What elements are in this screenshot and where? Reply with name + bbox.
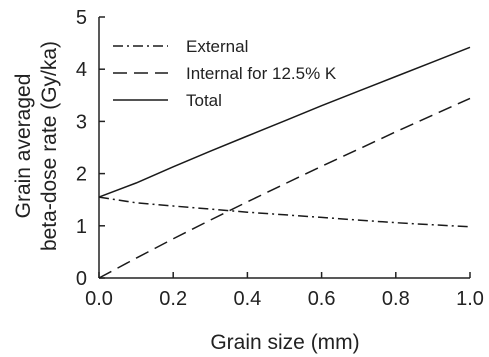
y-tick-label: 5	[76, 7, 87, 29]
legend-label: Total	[186, 91, 222, 110]
x-tick-label: 0.2	[159, 288, 187, 310]
y-axis-label-line-1: Grain averaged	[12, 74, 35, 219]
legend: External Internal for 12.5% K Total	[113, 37, 337, 110]
y-ticks: 0 1 2 3 4 5	[76, 7, 105, 290]
x-tick-label: 0.0	[85, 288, 113, 310]
y-axis-label-line-2: beta-dose rate (Gy/ka)	[38, 41, 61, 251]
x-tick-label: 0.6	[308, 288, 336, 310]
x-axis-label: Grain size (mm)	[210, 331, 359, 354]
x-ticks: 0.0 0.2 0.4 0.6 0.8 1.0	[85, 272, 484, 310]
x-tick-label: 0.8	[382, 288, 410, 310]
y-tick-label: 4	[76, 59, 87, 81]
y-tick-label: 2	[76, 164, 87, 186]
series-line-total	[98, 46, 471, 198]
series-line-external	[98, 196, 471, 228]
x-tick-label: 1.0	[456, 288, 484, 310]
y-tick-label: 1	[76, 216, 87, 238]
y-tick-label: 0	[76, 268, 87, 290]
y-tick-label: 3	[76, 111, 87, 133]
legend-label: External	[186, 37, 248, 56]
x-tick-label: 0.4	[233, 288, 261, 310]
legend-label: Internal for 12.5% K	[186, 64, 337, 83]
plot-area: 0 1 2 3 4 5 0.0 0.2 0.4 0.6 0.8 1.0 External Intern…	[76, 7, 484, 310]
series-lines	[98, 46, 471, 279]
series-line-internal-for-12-5-k	[98, 97, 471, 279]
